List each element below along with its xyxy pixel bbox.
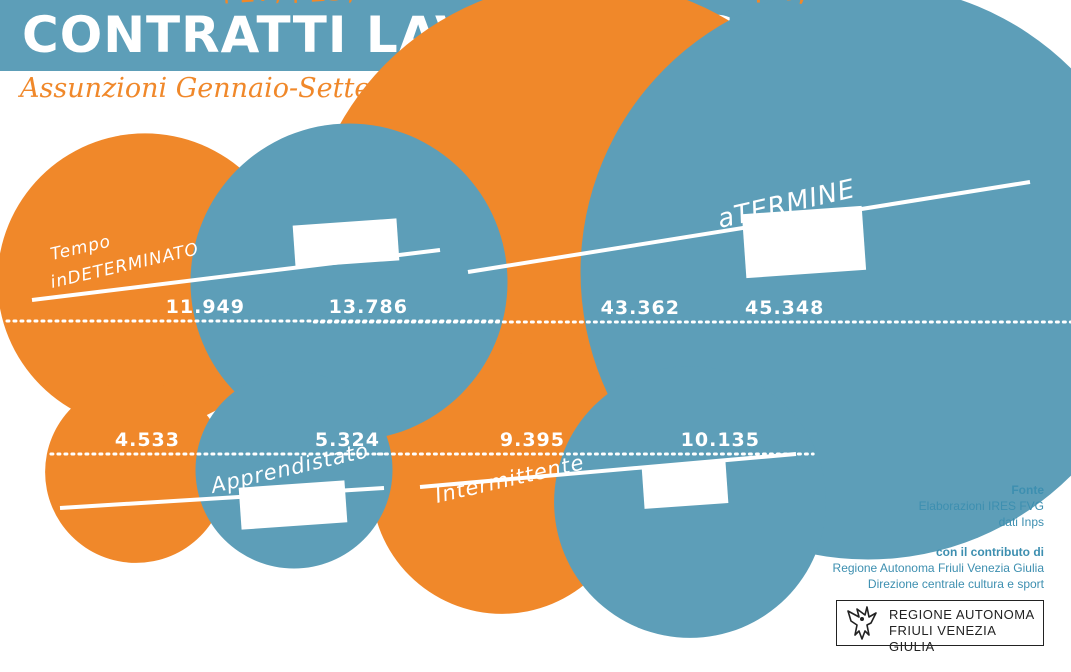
source-label: Fonte bbox=[1011, 483, 1044, 497]
change-label: +7,9 bbox=[613, 0, 688, 12]
contrib-line-1: Regione Autonoma Friuli Venezia Giulia bbox=[832, 561, 1044, 575]
value-label-2017: 4.533 bbox=[115, 429, 180, 451]
logo-line-2: FRIULI VENEZIA GIULIA bbox=[889, 623, 996, 654]
change-label: +17,4 bbox=[213, 0, 301, 11]
value-label-2017: 43.362 bbox=[601, 297, 680, 319]
change-box bbox=[238, 480, 348, 530]
value-label-2017: 11.949 bbox=[166, 296, 245, 318]
value-label-2018: 45.348 bbox=[745, 297, 824, 319]
change-box bbox=[292, 218, 400, 268]
change-box bbox=[741, 205, 867, 279]
value-label-2017: 9.395 bbox=[500, 429, 565, 451]
eagle-icon bbox=[847, 606, 877, 640]
change-box bbox=[641, 461, 729, 509]
value-label-2018: 13.786 bbox=[329, 296, 408, 318]
bubble-2017 bbox=[45, 381, 227, 563]
contrib-label: con il contributo di bbox=[936, 545, 1044, 559]
contrib-line-2: Direzione centrale cultura e sport bbox=[867, 577, 1044, 591]
bubble-2018 bbox=[190, 123, 508, 441]
source-line-2: dati Inps bbox=[998, 515, 1044, 529]
logo-line-1: REGIONE AUTONOMA bbox=[889, 607, 1035, 622]
source-block: Fonte Elaborazioni IRES FVG dati Inps co… bbox=[833, 482, 1044, 592]
change-label: +15,4 bbox=[281, 0, 375, 12]
region-logo: REGIONE AUTONOMA FRIULI VENEZIA GIULIA bbox=[836, 600, 1044, 654]
value-label-2018: 5.324 bbox=[315, 429, 380, 451]
cut-line bbox=[419, 452, 797, 489]
source-line-1: Elaborazioni IRES FVG bbox=[918, 499, 1044, 513]
value-label-2018: 10.135 bbox=[681, 429, 760, 451]
